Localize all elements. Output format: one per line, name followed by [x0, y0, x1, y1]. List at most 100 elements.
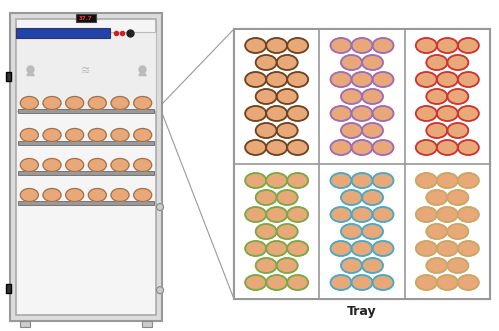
Ellipse shape	[266, 106, 287, 121]
FancyBboxPatch shape	[6, 284, 11, 293]
Ellipse shape	[437, 173, 458, 188]
Ellipse shape	[245, 241, 266, 256]
Ellipse shape	[362, 224, 383, 239]
Ellipse shape	[266, 207, 287, 222]
Ellipse shape	[276, 123, 298, 138]
Ellipse shape	[276, 258, 298, 273]
Ellipse shape	[426, 123, 447, 138]
Ellipse shape	[372, 207, 394, 222]
Ellipse shape	[245, 106, 266, 121]
Ellipse shape	[372, 72, 394, 87]
Ellipse shape	[287, 207, 308, 222]
Ellipse shape	[426, 190, 447, 205]
Ellipse shape	[276, 224, 298, 239]
Ellipse shape	[426, 224, 447, 239]
Ellipse shape	[266, 72, 287, 87]
Ellipse shape	[266, 140, 287, 155]
Ellipse shape	[372, 106, 394, 121]
Ellipse shape	[88, 97, 106, 110]
Ellipse shape	[266, 241, 287, 256]
Ellipse shape	[43, 159, 61, 171]
Ellipse shape	[330, 241, 351, 256]
Ellipse shape	[111, 159, 129, 171]
FancyBboxPatch shape	[234, 29, 490, 299]
Ellipse shape	[330, 207, 351, 222]
Ellipse shape	[20, 128, 38, 141]
Ellipse shape	[341, 258, 362, 273]
Ellipse shape	[20, 159, 38, 171]
Ellipse shape	[66, 188, 84, 202]
Ellipse shape	[255, 123, 276, 138]
Ellipse shape	[437, 106, 458, 121]
Ellipse shape	[416, 207, 437, 222]
Ellipse shape	[351, 140, 372, 155]
FancyBboxPatch shape	[20, 321, 30, 327]
FancyBboxPatch shape	[235, 165, 319, 299]
Ellipse shape	[66, 97, 84, 110]
Ellipse shape	[458, 241, 479, 256]
Ellipse shape	[43, 97, 61, 110]
Ellipse shape	[458, 38, 479, 53]
Ellipse shape	[458, 106, 479, 121]
Ellipse shape	[372, 173, 394, 188]
Ellipse shape	[266, 173, 287, 188]
Ellipse shape	[458, 173, 479, 188]
FancyBboxPatch shape	[6, 72, 11, 81]
FancyBboxPatch shape	[16, 32, 156, 112]
Ellipse shape	[437, 72, 458, 87]
Ellipse shape	[416, 173, 437, 188]
FancyBboxPatch shape	[18, 109, 154, 113]
Ellipse shape	[362, 55, 383, 70]
Ellipse shape	[245, 173, 266, 188]
Ellipse shape	[351, 173, 372, 188]
Ellipse shape	[458, 140, 479, 155]
Ellipse shape	[287, 241, 308, 256]
FancyBboxPatch shape	[18, 171, 154, 175]
Ellipse shape	[287, 275, 308, 290]
Ellipse shape	[287, 106, 308, 121]
Ellipse shape	[447, 123, 469, 138]
Ellipse shape	[276, 89, 298, 104]
Ellipse shape	[266, 38, 287, 53]
Ellipse shape	[437, 140, 458, 155]
Ellipse shape	[362, 190, 383, 205]
Ellipse shape	[157, 204, 164, 211]
Ellipse shape	[134, 159, 152, 171]
Ellipse shape	[447, 224, 469, 239]
Ellipse shape	[458, 275, 479, 290]
Ellipse shape	[416, 72, 437, 87]
Ellipse shape	[437, 38, 458, 53]
Ellipse shape	[330, 275, 351, 290]
Ellipse shape	[245, 72, 266, 87]
Ellipse shape	[447, 55, 469, 70]
Ellipse shape	[287, 173, 308, 188]
Ellipse shape	[43, 128, 61, 141]
Ellipse shape	[447, 258, 469, 273]
Ellipse shape	[111, 128, 129, 141]
Ellipse shape	[330, 72, 351, 87]
FancyBboxPatch shape	[405, 29, 490, 164]
FancyBboxPatch shape	[18, 201, 154, 205]
Ellipse shape	[372, 38, 394, 53]
Ellipse shape	[255, 55, 276, 70]
Ellipse shape	[447, 190, 469, 205]
FancyBboxPatch shape	[142, 321, 152, 327]
FancyBboxPatch shape	[235, 29, 319, 164]
Ellipse shape	[111, 97, 129, 110]
Ellipse shape	[330, 106, 351, 121]
Ellipse shape	[351, 207, 372, 222]
Ellipse shape	[245, 140, 266, 155]
Ellipse shape	[341, 224, 362, 239]
FancyBboxPatch shape	[76, 14, 96, 22]
Ellipse shape	[372, 140, 394, 155]
Ellipse shape	[255, 190, 276, 205]
Ellipse shape	[276, 190, 298, 205]
Ellipse shape	[111, 188, 129, 202]
Ellipse shape	[458, 207, 479, 222]
Ellipse shape	[134, 188, 152, 202]
Ellipse shape	[416, 106, 437, 121]
Ellipse shape	[426, 89, 447, 104]
Ellipse shape	[341, 190, 362, 205]
Ellipse shape	[20, 188, 38, 202]
Text: Tray: Tray	[347, 305, 377, 317]
